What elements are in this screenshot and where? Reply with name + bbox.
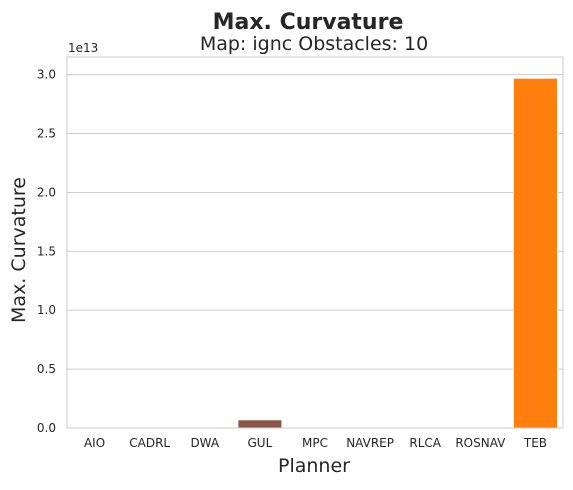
y-tick-labels: 0.0 0.5 1.0 1.5 2.0 2.5 3.0 [37, 68, 56, 435]
bar-gul [237, 419, 283, 429]
y-tick-label: 0.5 [37, 362, 56, 376]
bar-teb [512, 77, 558, 429]
chart-title: Max. Curvature [213, 10, 404, 35]
bars [237, 77, 558, 429]
x-tick-label: TEB [523, 436, 547, 450]
grid-lines [67, 74, 563, 429]
x-tick-label: GUL [247, 436, 272, 450]
y-tick-label: 2.0 [37, 185, 56, 199]
x-tick-label: RLCA [409, 436, 441, 450]
y-tick-label: 1.0 [37, 303, 56, 317]
x-tick-labels: AIO CADRL DWA GUL MPC NAVREP RLCA ROSNAV TEB [84, 436, 547, 450]
y-tick-label: 2.5 [37, 127, 56, 141]
x-tick-label: CADRL [129, 436, 170, 450]
x-tick-label: AIO [84, 436, 105, 450]
y-axis-offset-label: 1e13 [68, 41, 98, 55]
x-tick-label: DWA [190, 436, 219, 450]
x-tick-label: ROSNAV [455, 436, 506, 450]
y-tick-label: 3.0 [37, 68, 56, 82]
plot-frame [66, 56, 564, 429]
y-axis-label: Max. Curvature [8, 177, 30, 323]
y-tick-label: 1.5 [37, 244, 56, 258]
x-tick-label: MPC [302, 436, 328, 450]
y-tick-label: 0.0 [37, 421, 56, 435]
x-tick-label: NAVREP [346, 436, 394, 450]
chart-subtitle: Map: ignc Obstacles: 10 [200, 33, 428, 55]
x-axis-label: Planner [278, 455, 350, 477]
